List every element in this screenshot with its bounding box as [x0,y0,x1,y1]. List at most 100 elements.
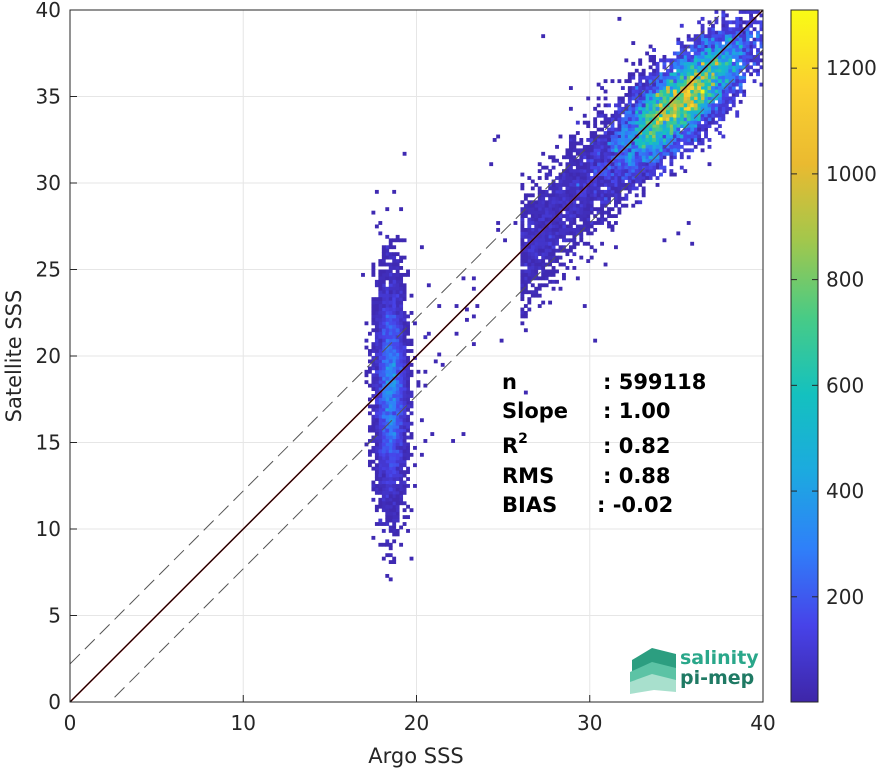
density-cell [388,494,393,499]
density-cell [520,227,525,232]
density-cell [568,207,573,212]
density-cell [381,300,386,305]
density-cell [572,207,577,212]
density-cell [530,245,535,250]
density-cell [752,68,757,73]
density-cell [555,196,559,201]
density-cell [679,144,684,149]
density-cell [659,79,663,84]
density-cell [371,349,376,353]
density-cell [388,373,393,378]
density-cell [652,89,656,94]
density-cell [679,41,684,45]
density-cell [388,279,393,284]
density-cell [388,529,393,533]
density-cell [707,162,712,167]
density-cell [665,141,670,146]
density-cell [555,238,559,243]
density-cell [544,262,549,267]
density-cell [537,234,542,239]
density-cell [624,124,629,129]
density-cell [548,200,553,205]
density-cell [537,176,542,180]
density-cell [655,65,660,70]
density-cell [686,138,691,142]
density-cell [672,172,677,177]
density-cell [399,525,404,530]
density-cell [381,369,386,374]
density-cell [364,338,369,343]
density-cell [738,10,743,14]
density-cell [378,477,383,481]
density-cell [385,511,390,516]
density-cell [392,421,397,426]
density-cell [381,373,386,378]
density-cell [551,248,556,253]
density-cell [371,414,376,419]
density-cell [714,79,719,84]
density-cell [672,89,677,94]
density-cell [374,439,379,443]
density-cell [721,106,726,111]
density-cell [367,459,372,464]
density-cell [402,321,407,326]
density-cell [374,414,379,419]
density-cell [579,138,584,142]
density-cell [610,127,615,132]
density-cell [374,335,379,340]
density-cell [392,189,397,194]
density-cell [385,317,390,322]
density-cell [381,407,386,412]
density-cell [700,41,705,45]
density-cell [385,352,390,357]
density-cell [381,473,386,478]
density-cell [385,380,390,385]
density-cell [721,110,726,115]
density-cell [395,321,400,326]
density-cell [381,542,386,547]
density-cell [683,124,688,129]
logo-line1: salinity [680,647,759,669]
density-cell [551,272,556,277]
density-cell [648,165,653,170]
density-cell [614,144,618,149]
density-cell [603,193,608,198]
density-cell [700,61,705,66]
density-cell [392,352,397,357]
density-cell [738,41,743,45]
density-cell [406,529,410,533]
density-cell [399,338,404,343]
density-cell [409,400,414,405]
density-cell [572,158,577,163]
density-cell [607,151,611,156]
density-cell [617,172,622,177]
density-cell [610,169,615,174]
density-cell [409,349,414,353]
density-cell [652,155,656,160]
density-cell [600,207,605,212]
density-cell [582,227,587,232]
density-cell [364,380,369,385]
density-cell [659,141,663,146]
density-cell [665,106,670,111]
density-cell [541,269,546,274]
stats-box: n : 599118 Slope : 1.00 R2 : 0.82 RMS : … [502,370,706,517]
density-cell [690,89,695,94]
density-cell [371,362,376,367]
density-cell [579,141,584,146]
density-cell [724,48,729,52]
density-cell [614,186,618,191]
density-cell [724,72,729,77]
density-cell [724,93,729,97]
density-cell [735,110,740,115]
density-cell [402,349,407,353]
density-cell [388,542,393,547]
density-cell [548,245,553,250]
density-cell [731,75,736,80]
density-cell [399,470,404,475]
density-cell [669,162,674,167]
density-cell [388,515,393,520]
density-cell [714,110,719,115]
density-cell [555,231,559,236]
density-cell [582,120,587,125]
